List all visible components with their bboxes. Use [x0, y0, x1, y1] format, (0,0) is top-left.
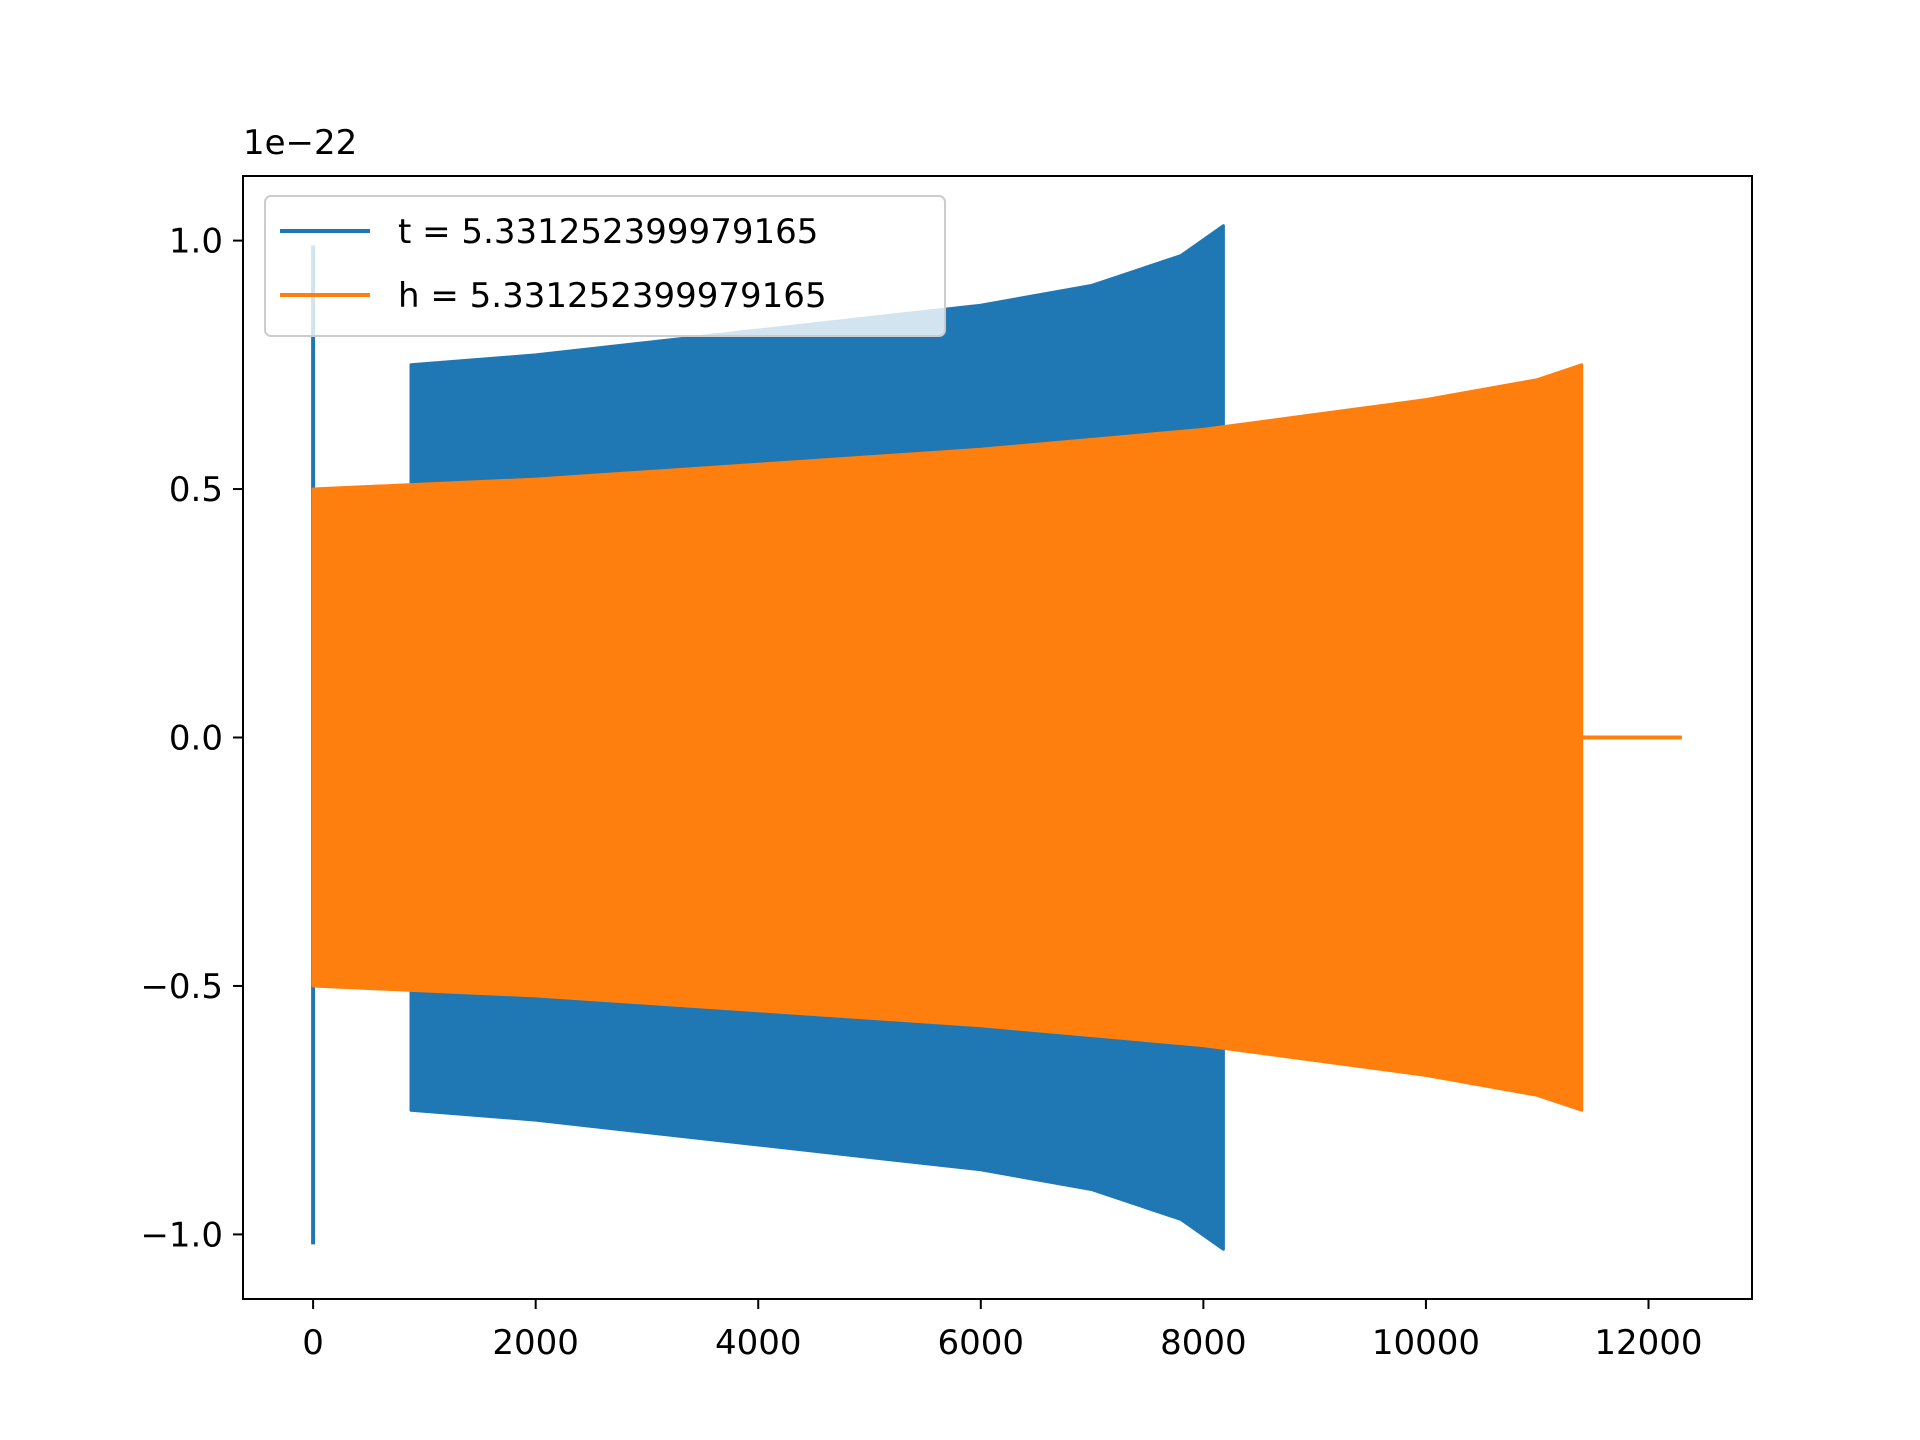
plot-area — [311, 224, 1682, 1251]
y-tick-label: 0.0 — [169, 719, 223, 759]
y-tick-label: 0.5 — [169, 470, 223, 510]
x-tick-label: 8000 — [1160, 1323, 1247, 1363]
legend: t = 5.331252399979165 h = 5.3312523999791… — [264, 195, 946, 337]
y-offset-text: 1e−22 — [243, 123, 357, 163]
x-tick-label: 0 — [302, 1323, 324, 1363]
x-tick-label: 2000 — [492, 1323, 579, 1363]
legend-label: h = 5.331252399979165 — [398, 276, 827, 316]
legend-label: t = 5.331252399979165 — [398, 212, 818, 252]
y-tick-label: −0.5 — [140, 967, 223, 1007]
series-h-envelope — [311, 363, 1584, 1112]
x-tick-label: 10000 — [1372, 1323, 1480, 1363]
x-tick-label: 12000 — [1594, 1323, 1702, 1363]
legend-box — [264, 195, 946, 337]
x-tick-label: 6000 — [938, 1323, 1025, 1363]
axes: 0 2000 4000 6000 8000 10000 12000 −1.0 −0.5 0.0 0.… — [140, 123, 1753, 1363]
y-tick-label: −1.0 — [140, 1215, 223, 1255]
y-tick-label: 1.0 — [169, 222, 223, 262]
x-tick-label: 4000 — [715, 1323, 802, 1363]
series-h — [311, 363, 1682, 1112]
